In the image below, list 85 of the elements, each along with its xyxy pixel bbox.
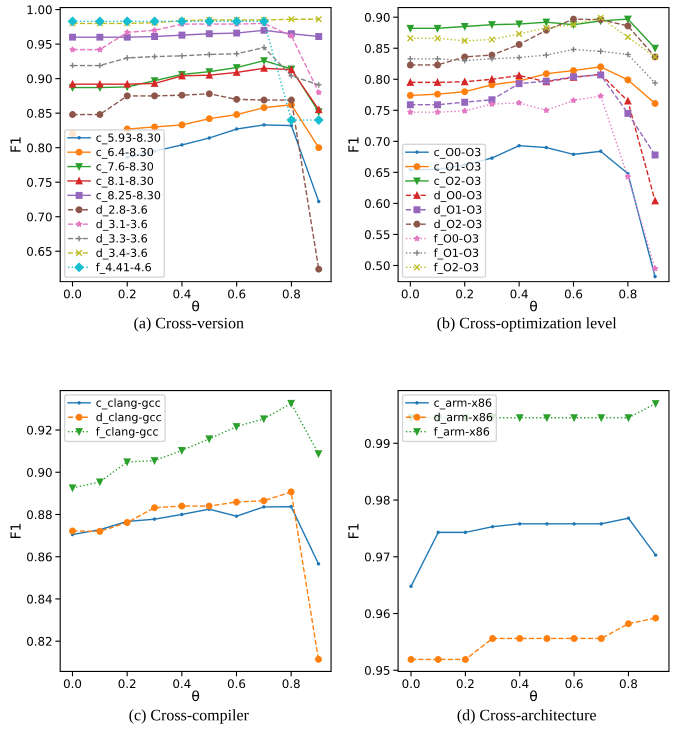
x-tick-label: 0.4	[511, 679, 528, 688]
legend-label: f_clang-gcc	[96, 427, 158, 438]
legend-label: c_5.93-8.30	[96, 133, 160, 144]
x-tick-label: 0.6	[565, 679, 583, 688]
legend-label: d_3.4-3.6	[96, 248, 148, 260]
x-tick-label: 0.6	[228, 679, 246, 688]
legend-label: c_8.25-8.30	[96, 191, 160, 202]
y-tick-label: 0.99	[364, 439, 390, 448]
legend-label: c_6.4-8.30	[96, 148, 154, 159]
y-tick-label: 0.95	[364, 666, 390, 675]
text: (c) Cross-compiler	[129, 709, 249, 724]
y-tick-label: 0.50	[364, 261, 390, 270]
x-tick-label: 0.4	[173, 289, 191, 298]
x-tick-label: 0.4	[510, 289, 528, 298]
legend-label: d_3.1-3.6	[96, 220, 148, 231]
x-tick-label: 0.4	[173, 679, 191, 688]
legend-label: d_O0-O3	[434, 190, 482, 202]
text: (b) Cross-optimization level	[437, 317, 616, 332]
y-axis-title: F1	[348, 524, 358, 538]
x-axis-title: θ	[530, 300, 538, 312]
legend-label: f_O2-O3	[434, 262, 478, 274]
y-tick-label: 0.85	[27, 108, 52, 118]
y-tick-label: 0.84	[27, 594, 52, 604]
legend-label: f_4.41-4.6	[96, 262, 151, 274]
y-tick-label: 0.97	[364, 552, 390, 562]
y-tick-label: 0.70	[27, 212, 52, 222]
y-tick-label: 0.80	[364, 74, 390, 84]
x-axis-title: θ	[530, 690, 538, 702]
x-tick-label: 0.2	[118, 679, 136, 688]
x-tick-label: 0.0	[64, 679, 82, 688]
y-tick-label: 0.65	[364, 168, 390, 178]
y-axis-title: F1	[10, 137, 21, 152]
y-axis-title: F1	[10, 524, 21, 538]
y-tick-label: 0.95	[27, 40, 52, 49]
x-axis-title: θ	[192, 690, 200, 702]
x-tick-label: 0.0	[402, 289, 419, 298]
text: (d) Cross-architecture	[458, 709, 596, 724]
text: (a) Cross-version	[134, 317, 244, 332]
legend-label: d_clang-gcc	[96, 412, 162, 424]
legend-label: c_O0-O3	[434, 148, 480, 159]
y-tick-label: 0.90	[27, 468, 52, 477]
y-tick-label: 0.55	[364, 230, 390, 240]
legend-label: f_O1-O3	[434, 248, 478, 260]
y-tick-label: 1.00	[28, 5, 52, 14]
legend-label: c_O2-O3	[434, 176, 480, 188]
legend-label: c_8.1-8.30	[96, 176, 154, 188]
x-tick-label: 0.2	[456, 289, 473, 298]
y-axis-title: F1	[348, 137, 358, 152]
y-tick-label: 0.82	[27, 636, 52, 646]
y-tick-label: 0.88	[27, 510, 52, 520]
y-tick-label: 0.86	[27, 552, 52, 562]
legend-label: f_arm-x86	[434, 427, 490, 438]
x-tick-label: 0.8	[282, 289, 300, 298]
y-tick-label: 0.90	[364, 12, 390, 22]
x-tick-label: 0.6	[564, 289, 582, 298]
y-tick-label: 0.96	[364, 609, 390, 618]
y-tick-label: 0.80	[27, 143, 52, 152]
y-tick-label: 0.92	[27, 426, 52, 435]
legend-label: c_7.6-8.30	[96, 162, 154, 174]
x-tick-label: 0.0	[64, 289, 82, 298]
y-tick-label: 0.60	[364, 199, 390, 208]
x-tick-label: 0.2	[118, 289, 136, 298]
y-tick-label: 0.98	[364, 496, 390, 505]
y-tick-label: 0.70	[364, 137, 390, 146]
y-tick-label: 0.90	[27, 74, 52, 84]
y-tick-label: 0.75	[364, 106, 390, 115]
x-tick-label: 0.8	[282, 679, 300, 688]
x-tick-label: 0.8	[619, 289, 636, 298]
legend-label: c_arm-x86	[434, 398, 492, 410]
x-tick-label: 0.6	[228, 289, 246, 298]
x-axis-title: θ	[192, 300, 200, 312]
x-tick-label: 0.8	[620, 679, 638, 688]
legend-label: f_O0-O3	[434, 234, 478, 246]
x-tick-label: 0.2	[456, 679, 474, 688]
legend-label: c_clang-gcc	[96, 398, 160, 410]
legend-label: d_3.3-3.6	[96, 234, 148, 246]
y-tick-label: 0.75	[27, 178, 52, 187]
legend-label: d_O2-O3	[434, 220, 482, 231]
legend-label: c_O1-O3	[434, 162, 480, 174]
legend-label: d_O1-O3	[434, 205, 482, 216]
y-tick-label: 0.65	[27, 246, 52, 256]
legend-label: d_2.8-3.6	[96, 205, 148, 216]
x-tick-label: 0.0	[402, 679, 420, 688]
y-tick-label: 0.85	[364, 44, 390, 53]
legend-label: d_arm-x86	[434, 412, 492, 424]
